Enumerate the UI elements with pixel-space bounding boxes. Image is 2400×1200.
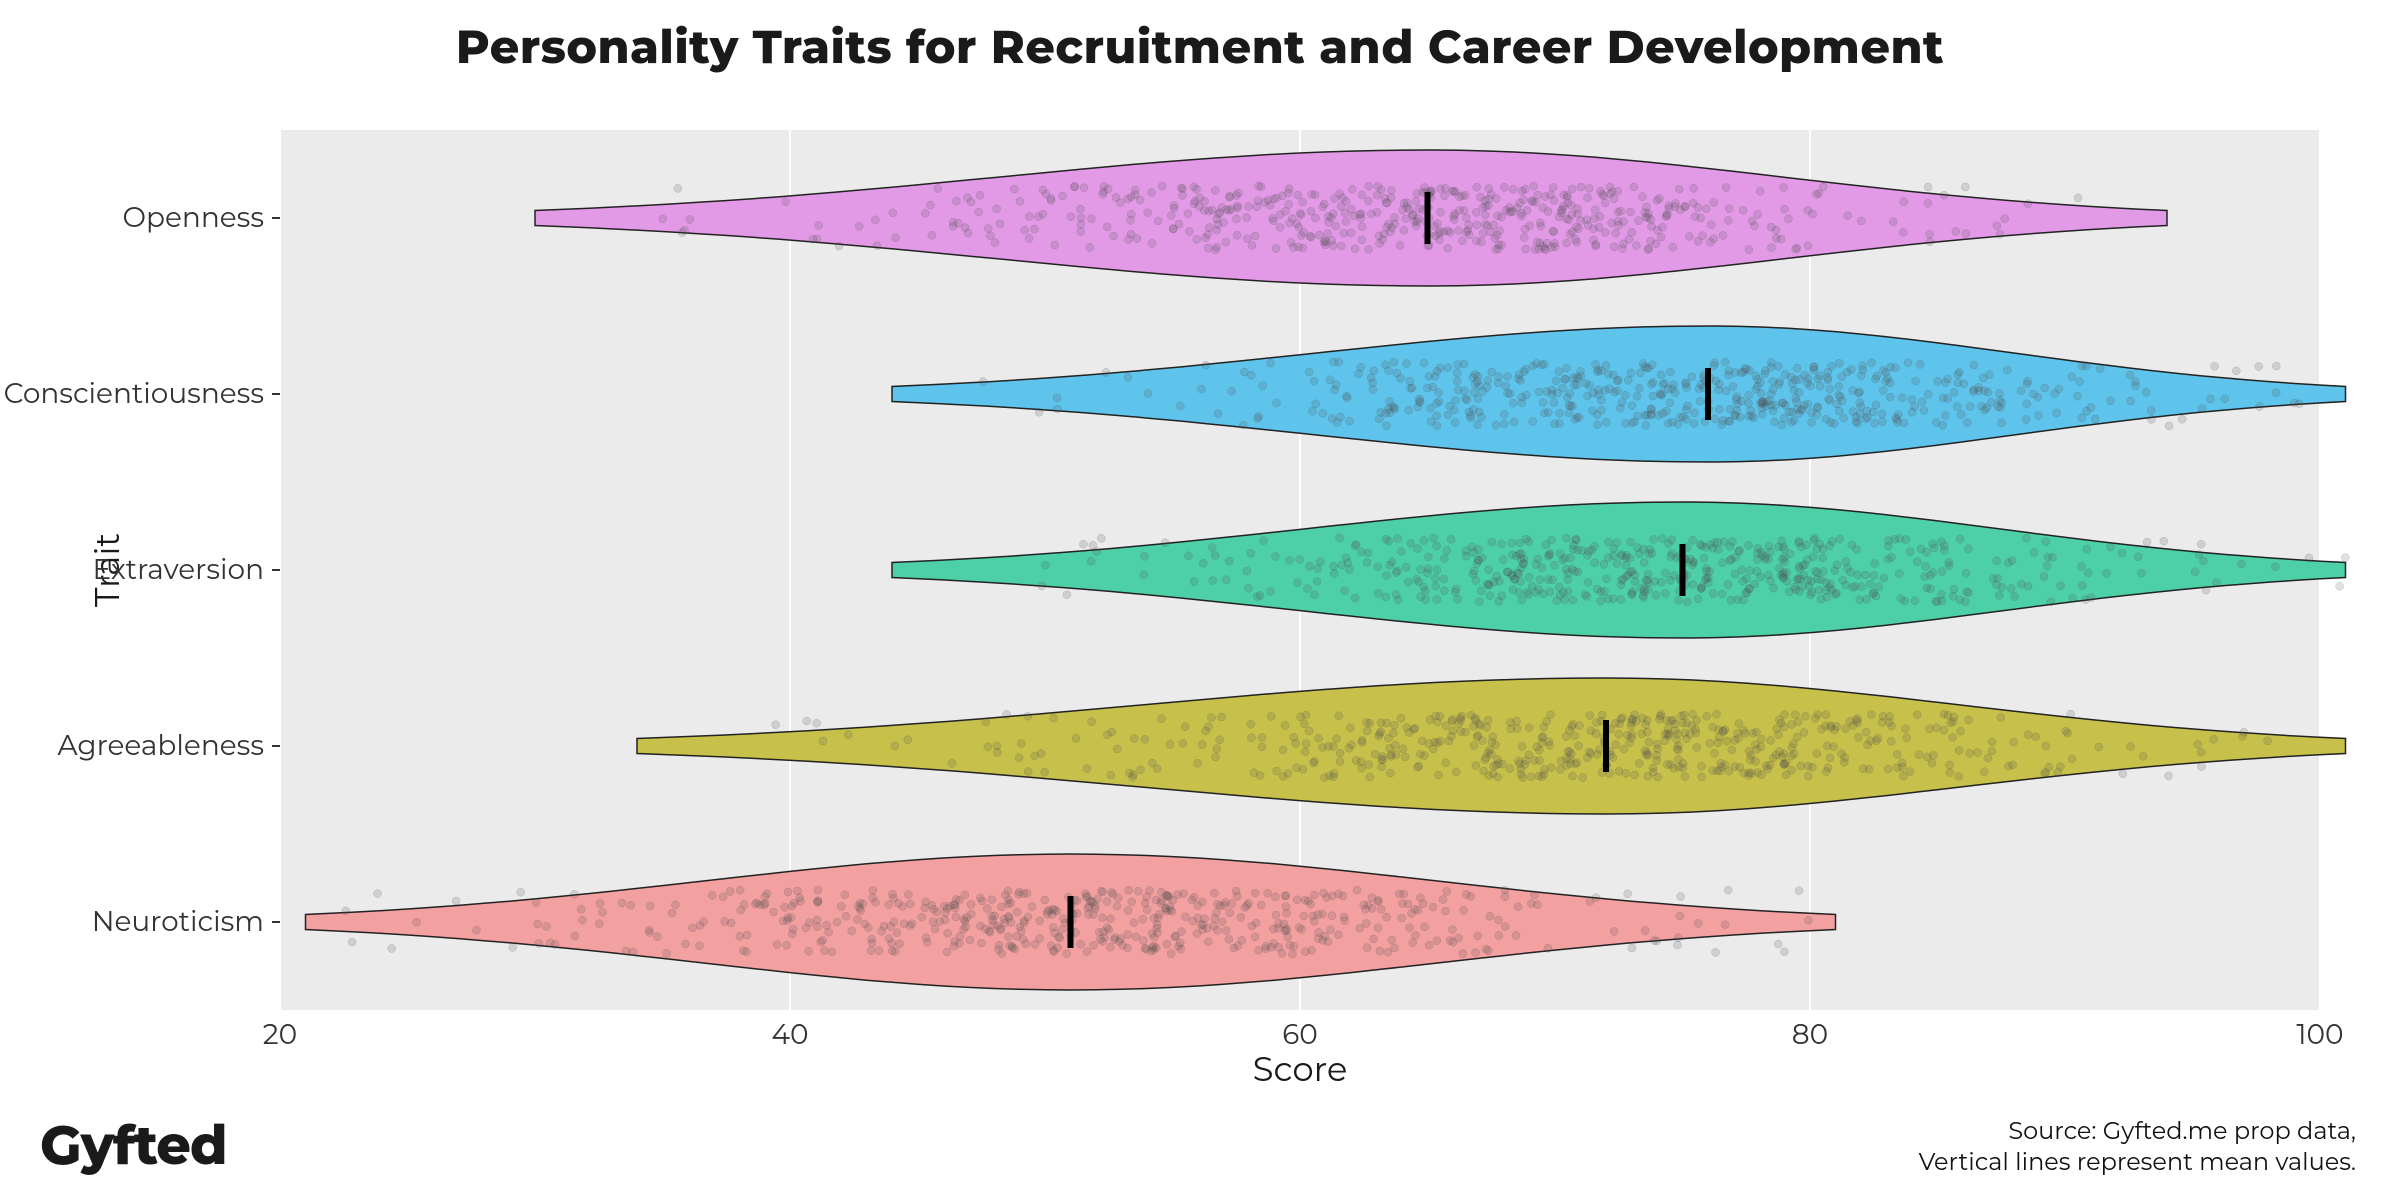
brand-logo: Gyfted — [40, 1112, 227, 1178]
x-axis-label: Score — [1253, 1048, 1348, 1090]
source-line-1: Source: Gyfted.me prop data, — [1919, 1116, 2356, 1147]
violin-agreeableness — [280, 658, 2320, 834]
plot-area: Score Trait 20406080100OpennessConscient… — [280, 130, 2320, 1010]
y-tick-label: Openness — [123, 201, 281, 235]
violin-conscientiousness — [280, 306, 2320, 482]
chart-title: Personality Traits for Recruitment and C… — [0, 0, 2400, 75]
y-tick-mark — [272, 393, 280, 395]
x-tick-label: 80 — [1792, 1018, 1828, 1052]
y-tick-mark — [272, 745, 280, 747]
chart-wrapper: Personality Traits for Recruitment and C… — [0, 0, 2400, 1200]
y-tick-label: Neuroticism — [92, 905, 280, 939]
source-line-2: Vertical lines represent mean values. — [1919, 1147, 2356, 1178]
y-tick-mark — [272, 569, 280, 571]
violin-extraversion — [280, 482, 2320, 658]
x-tick-label: 60 — [1282, 1018, 1318, 1052]
y-tick-label: Agreeableness — [57, 729, 280, 763]
source-caption: Source: Gyfted.me prop data, Vertical li… — [1919, 1116, 2356, 1178]
violin-shape — [892, 502, 2346, 638]
y-tick-mark — [272, 217, 280, 219]
y-tick-label: Extraversion — [93, 553, 280, 587]
violin-openness — [280, 130, 2320, 306]
y-tick-mark — [272, 921, 280, 923]
violin-neuroticism — [280, 834, 2320, 1010]
y-tick-label: Conscientiousness — [4, 377, 280, 411]
x-tick-label: 100 — [2296, 1018, 2343, 1052]
x-tick-label: 40 — [771, 1018, 808, 1052]
x-tick-label: 20 — [263, 1018, 297, 1052]
